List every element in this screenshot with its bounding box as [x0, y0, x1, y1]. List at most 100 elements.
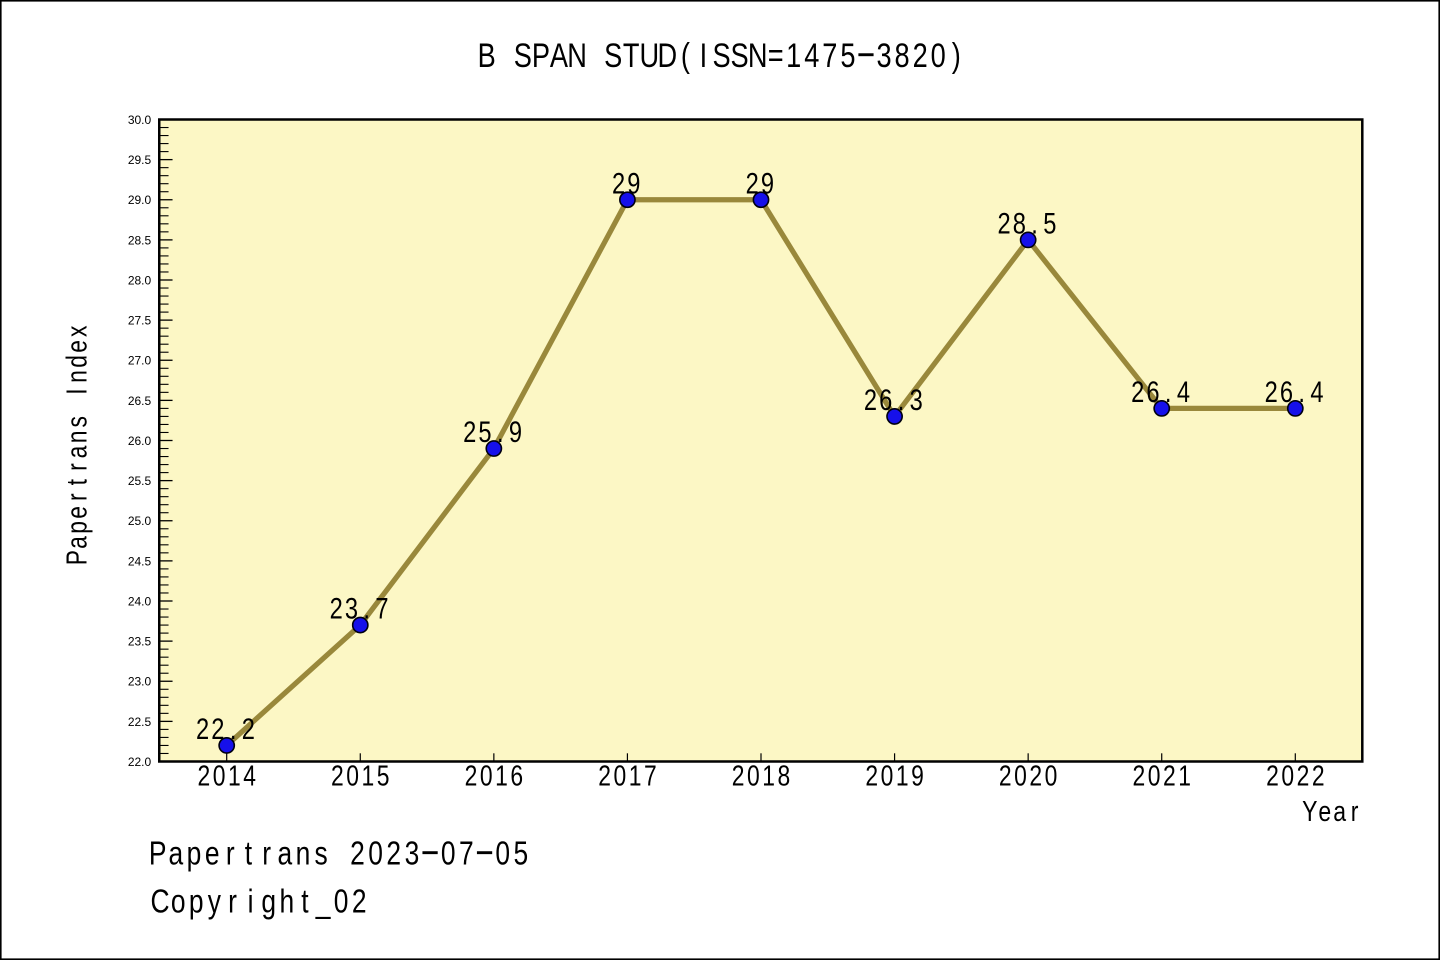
svg-text:5: 5 — [514, 836, 529, 872]
svg-text:29.0: 29.0 — [128, 193, 152, 207]
svg-text:27.0: 27.0 — [128, 354, 152, 368]
svg-text:a: a — [62, 536, 93, 549]
svg-text:0: 0 — [368, 836, 383, 872]
svg-text:0: 0 — [213, 761, 226, 792]
svg-text:r: r — [1351, 794, 1359, 827]
svg-text:r: r — [228, 884, 237, 920]
svg-text:26.0: 26.0 — [128, 434, 152, 448]
svg-text:r: r — [62, 463, 93, 471]
svg-text:e: e — [62, 506, 93, 519]
svg-text:p: p — [62, 521, 93, 534]
svg-text:e: e — [1318, 794, 1331, 827]
svg-text:28.5: 28.5 — [128, 233, 152, 247]
svg-text:4: 4 — [243, 761, 256, 792]
svg-text:.: . — [1031, 207, 1038, 240]
svg-text:2: 2 — [331, 761, 344, 792]
svg-text:26.5: 26.5 — [128, 394, 152, 408]
svg-text:a: a — [168, 836, 183, 872]
svg-text:9: 9 — [627, 167, 640, 200]
svg-text:S: S — [514, 36, 532, 75]
svg-text:3: 3 — [876, 36, 891, 75]
svg-text:24.0: 24.0 — [128, 594, 152, 608]
svg-text:24.5: 24.5 — [128, 554, 152, 568]
svg-text:.: . — [363, 592, 370, 625]
svg-text:2: 2 — [1265, 375, 1278, 408]
svg-text:27.5: 27.5 — [128, 314, 152, 328]
svg-text:2: 2 — [612, 167, 625, 200]
svg-text:T: T — [623, 36, 640, 75]
svg-text:6: 6 — [879, 383, 892, 416]
svg-text:D: D — [658, 36, 678, 75]
svg-text:30.0: 30.0 — [128, 113, 152, 127]
svg-text:7: 7 — [822, 36, 837, 75]
svg-text:9: 9 — [911, 761, 924, 792]
svg-text:2: 2 — [211, 712, 224, 745]
svg-text:I: I — [700, 36, 708, 75]
svg-text:23.0: 23.0 — [128, 675, 152, 689]
svg-text:9: 9 — [761, 167, 774, 200]
svg-text:0: 0 — [441, 836, 456, 872]
svg-text:=: = — [768, 36, 784, 75]
svg-text:t: t — [62, 479, 93, 485]
svg-text:2: 2 — [386, 836, 401, 872]
svg-text:I: I — [62, 388, 93, 394]
svg-text:i: i — [248, 884, 254, 920]
svg-text:a: a — [277, 836, 292, 872]
svg-text:1: 1 — [786, 36, 801, 75]
svg-text:1: 1 — [762, 761, 775, 792]
svg-text:n: n — [296, 836, 311, 872]
svg-text:2: 2 — [465, 761, 478, 792]
svg-text:3: 3 — [405, 836, 420, 872]
svg-text:3: 3 — [345, 592, 358, 625]
svg-text:r: r — [62, 493, 93, 501]
svg-text:4: 4 — [1177, 375, 1190, 408]
svg-text:.: . — [497, 416, 504, 449]
svg-text:28.0: 28.0 — [128, 273, 152, 287]
svg-text:22.5: 22.5 — [128, 715, 152, 729]
svg-text:23.5: 23.5 — [128, 635, 152, 649]
svg-text:0: 0 — [1045, 761, 1058, 792]
svg-text:0: 0 — [495, 836, 510, 872]
svg-text:1: 1 — [362, 761, 375, 792]
svg-text:1: 1 — [629, 761, 642, 792]
svg-text:0: 0 — [334, 884, 349, 920]
svg-text:2: 2 — [865, 761, 878, 792]
svg-text:0: 0 — [480, 761, 493, 792]
svg-text:n: n — [62, 370, 93, 383]
svg-text:P: P — [532, 36, 550, 75]
svg-text:2: 2 — [598, 761, 611, 792]
svg-text:2: 2 — [913, 36, 928, 75]
svg-text:.: . — [1165, 375, 1172, 408]
svg-text:s: s — [315, 836, 328, 872]
svg-text:6: 6 — [1280, 375, 1293, 408]
svg-text:2: 2 — [732, 761, 745, 792]
svg-text:C: C — [151, 884, 170, 920]
svg-text:1: 1 — [1178, 761, 1191, 792]
svg-text:t: t — [301, 884, 309, 920]
svg-text:S: S — [712, 36, 730, 75]
svg-text:8: 8 — [1013, 207, 1026, 240]
svg-text:1: 1 — [896, 761, 909, 792]
svg-text:6: 6 — [510, 761, 523, 792]
svg-text:7: 7 — [375, 592, 388, 625]
svg-text:2: 2 — [463, 416, 476, 449]
svg-text:S: S — [731, 36, 749, 75]
svg-text:5: 5 — [1043, 207, 1056, 240]
svg-text:(: ( — [681, 36, 691, 75]
svg-text:a: a — [1333, 794, 1346, 827]
svg-text:B: B — [478, 36, 496, 75]
svg-text:1: 1 — [228, 761, 241, 792]
svg-text:2: 2 — [1132, 761, 1145, 792]
svg-text:t: t — [245, 836, 253, 872]
svg-text:4: 4 — [1310, 375, 1323, 408]
svg-text:2: 2 — [999, 761, 1012, 792]
svg-text:25.0: 25.0 — [128, 514, 152, 528]
svg-text:h: h — [279, 884, 294, 920]
svg-text:2: 2 — [1312, 761, 1325, 792]
svg-text:S: S — [604, 36, 622, 75]
svg-text:4: 4 — [804, 36, 819, 75]
svg-text:x: x — [62, 325, 93, 336]
svg-text:0: 0 — [346, 761, 359, 792]
svg-text:2: 2 — [1131, 375, 1144, 408]
svg-text:Y: Y — [1302, 794, 1317, 827]
